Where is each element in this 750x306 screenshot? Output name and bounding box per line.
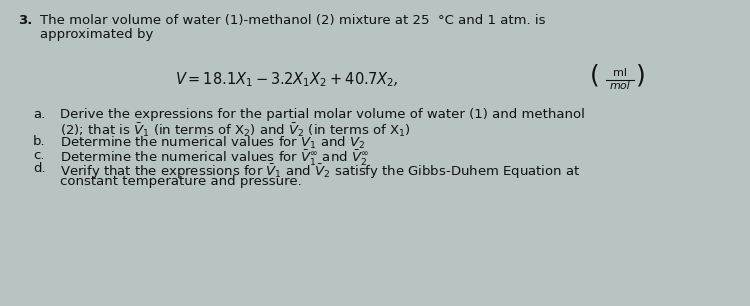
Text: constant temperature and pressure.: constant temperature and pressure. xyxy=(60,175,302,188)
Text: (: ( xyxy=(590,63,600,87)
Text: mol: mol xyxy=(610,81,630,91)
Text: (2); that is $\bar{V}_1$ (in terms of X$_2$) and $\bar{V}_2$ (in terms of X$_1$): (2); that is $\bar{V}_1$ (in terms of X$… xyxy=(60,121,410,139)
Text: Verify that the expressions for $\bar{V}_1$ and $\bar{V}_2$ satisfy the Gibbs-Du: Verify that the expressions for $\bar{V}… xyxy=(60,162,580,181)
Text: Determine the numerical values for $V_1$ and $V_2$: Determine the numerical values for $V_1$… xyxy=(60,135,365,151)
Text: ml: ml xyxy=(613,68,627,78)
Text: Determine the numerical values for $\bar{V}_1^{\infty}$ and $\bar{V}_2^{\infty}$: Determine the numerical values for $\bar… xyxy=(60,149,369,168)
Text: d.: d. xyxy=(33,162,46,175)
Text: Derive the expressions for the partial molar volume of water (1) and methanol: Derive the expressions for the partial m… xyxy=(60,108,585,121)
Text: The molar volume of water (1)-methanol (2) mixture at 25  °C and 1 atm. is: The molar volume of water (1)-methanol (… xyxy=(40,14,545,27)
Text: c.: c. xyxy=(33,149,44,162)
Text: $V = 18.1X_1 - 3.2X_1X_2 + 40.7X_2$,: $V = 18.1X_1 - 3.2X_1X_2 + 40.7X_2$, xyxy=(175,70,398,89)
Text: 3.: 3. xyxy=(18,14,32,27)
Text: approximated by: approximated by xyxy=(40,28,153,41)
Text: b.: b. xyxy=(33,135,46,148)
Text: a.: a. xyxy=(33,108,45,121)
Text: ): ) xyxy=(636,63,646,87)
